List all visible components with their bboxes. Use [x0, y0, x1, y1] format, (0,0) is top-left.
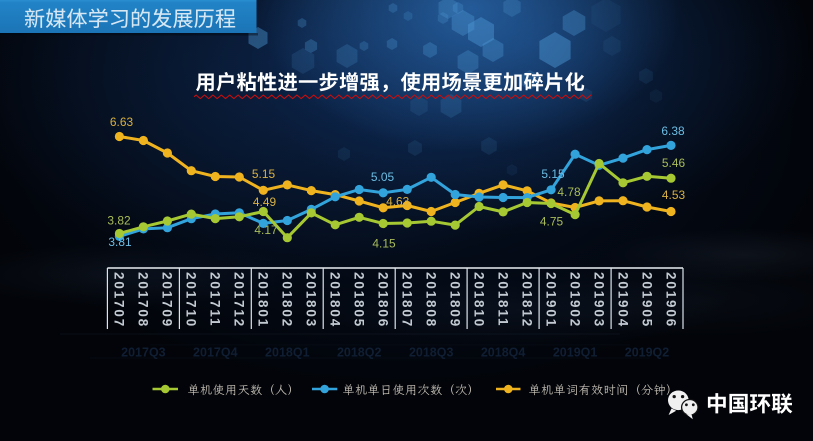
svg-text:201709: 201709 — [160, 272, 175, 328]
svg-text:201812: 201812 — [519, 272, 534, 328]
svg-text:5.15: 5.15 — [252, 167, 276, 181]
svg-text:2018Q4: 2018Q4 — [481, 346, 526, 360]
svg-text:5.05: 5.05 — [371, 170, 395, 184]
svg-text:2017Q3: 2017Q3 — [121, 346, 166, 360]
svg-text:5.15: 5.15 — [541, 167, 565, 181]
svg-text:201809: 201809 — [448, 272, 463, 328]
svg-text:201712: 201712 — [232, 272, 247, 328]
svg-text:201810: 201810 — [471, 272, 486, 328]
svg-text:201804: 201804 — [328, 272, 343, 328]
svg-text:201710: 201710 — [184, 272, 199, 328]
svg-text:3.82: 3.82 — [107, 213, 131, 227]
svg-text:201906: 201906 — [663, 272, 678, 328]
svg-text:201805: 201805 — [352, 272, 367, 328]
svg-text:2018Q1: 2018Q1 — [265, 346, 310, 360]
svg-text:4.15: 4.15 — [372, 237, 396, 251]
svg-text:201808: 201808 — [424, 272, 439, 328]
svg-text:2017Q4: 2017Q4 — [193, 346, 238, 360]
svg-text:201905: 201905 — [639, 272, 654, 328]
svg-text:2018Q2: 2018Q2 — [337, 346, 382, 360]
svg-text:201904: 201904 — [615, 272, 630, 328]
svg-text:4.63: 4.63 — [386, 195, 410, 209]
svg-text:201807: 201807 — [400, 272, 415, 328]
svg-text:2019Q2: 2019Q2 — [625, 346, 670, 360]
svg-text:4.17: 4.17 — [254, 223, 278, 237]
svg-text:201711: 201711 — [208, 272, 223, 327]
svg-text:201708: 201708 — [136, 272, 151, 328]
svg-text:201903: 201903 — [591, 272, 606, 328]
svg-text:6.38: 6.38 — [661, 124, 685, 138]
svg-text:4.78: 4.78 — [557, 185, 581, 199]
svg-text:201707: 201707 — [112, 272, 127, 328]
svg-text:201806: 201806 — [376, 272, 391, 328]
svg-text:201802: 201802 — [280, 272, 295, 328]
svg-text:5.46: 5.46 — [662, 156, 686, 170]
svg-text:3.81: 3.81 — [108, 235, 132, 249]
svg-text:201902: 201902 — [567, 272, 582, 328]
svg-text:4.53: 4.53 — [662, 188, 686, 202]
svg-text:4.49: 4.49 — [253, 195, 277, 209]
svg-text:4.75: 4.75 — [540, 215, 564, 229]
svg-text:2018Q3: 2018Q3 — [409, 346, 454, 360]
svg-text:201803: 201803 — [304, 272, 319, 328]
svg-text:201811: 201811 — [495, 272, 510, 327]
svg-text:6.63: 6.63 — [110, 115, 134, 129]
svg-text:2019Q1: 2019Q1 — [553, 346, 598, 360]
svg-text:201901: 201901 — [543, 272, 558, 328]
svg-text:201801: 201801 — [256, 272, 271, 328]
